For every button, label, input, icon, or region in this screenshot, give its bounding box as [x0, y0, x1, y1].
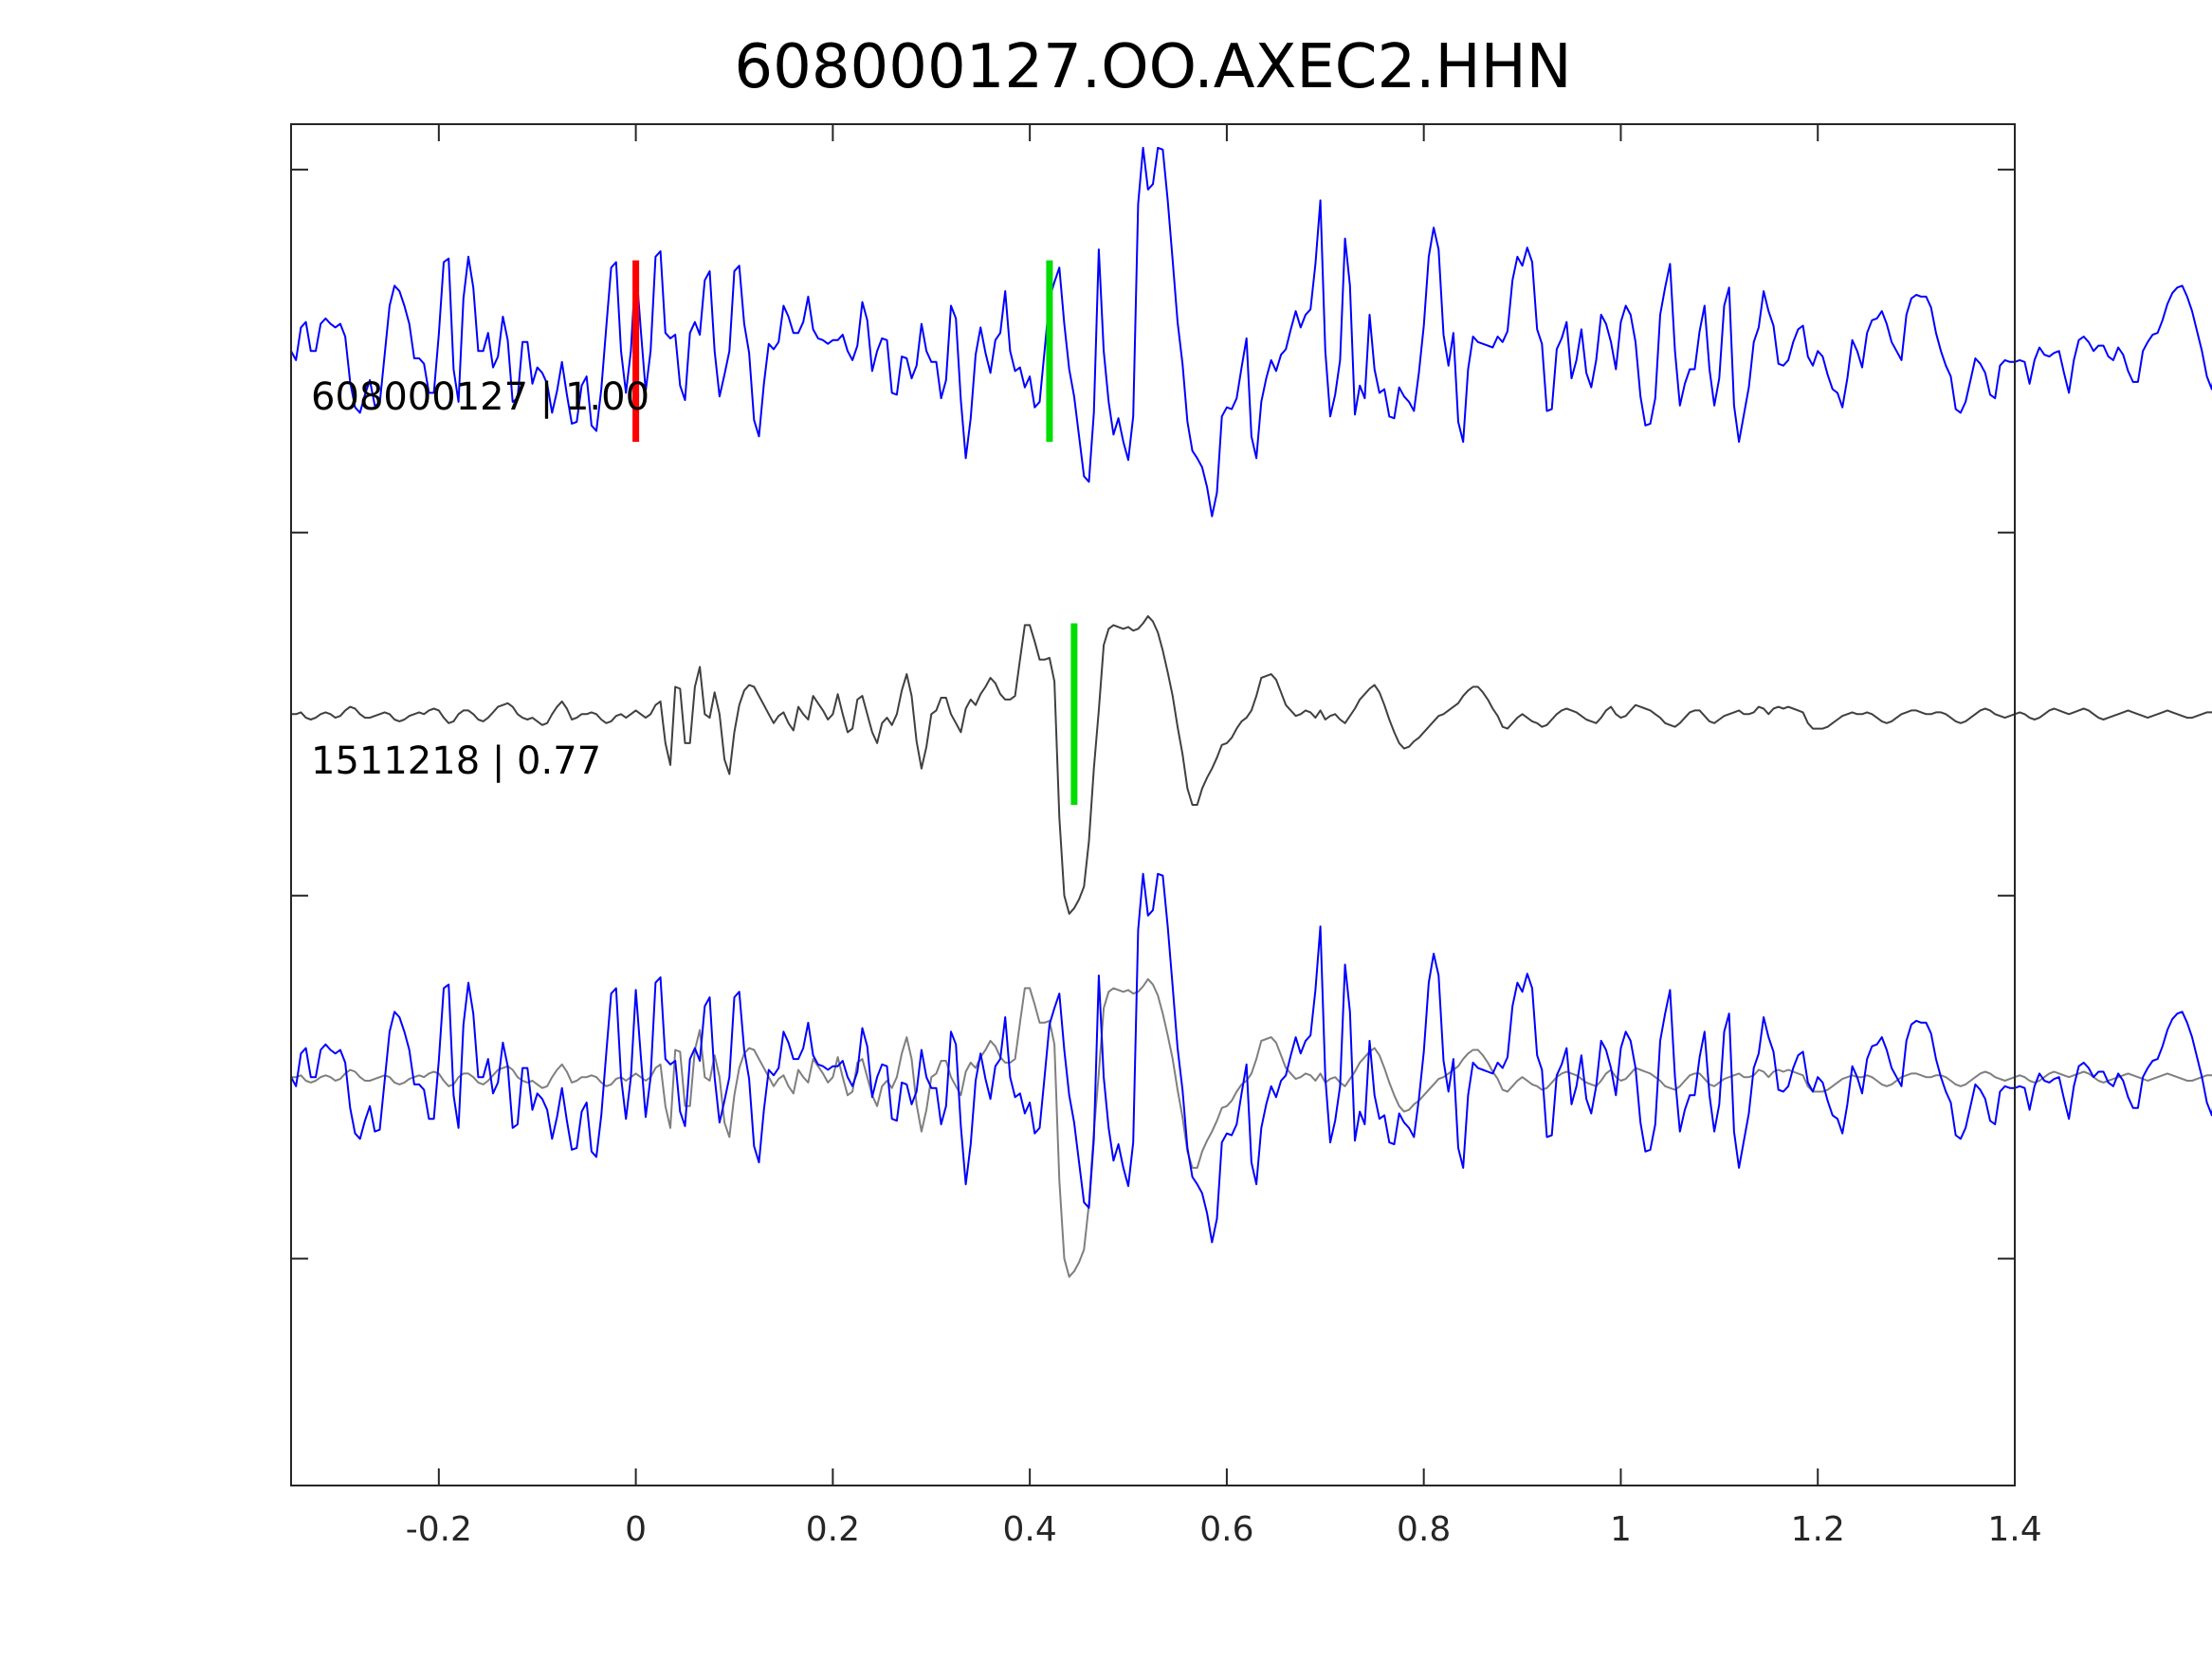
x-tick-label: 1 — [1610, 1510, 1632, 1549]
x-tick-label: 0 — [625, 1510, 647, 1549]
x-tick-label: 0.2 — [806, 1510, 860, 1549]
trace-labels: 608000127 | 1.00 1511218 | 0.77 — [311, 375, 649, 783]
overlay-target-line — [290, 872, 2212, 1244]
x-tick-label: 1.4 — [1987, 1510, 2041, 1549]
x-tick-label: -0.2 — [406, 1510, 472, 1549]
x-tick-label: 0.8 — [1397, 1510, 1451, 1549]
x-tick-label: 0.6 — [1199, 1510, 1253, 1549]
axis-ticks: -0.2 0 0.2 0.4 0.6 0.8 1 1.2 1.4 — [291, 124, 2042, 1549]
trace-label-template: 1511218 | 0.77 — [311, 739, 601, 783]
target-trace-line — [290, 146, 2212, 518]
plot-area — [290, 146, 2212, 1278]
chart-title: 608000127.OO.AXEC2.HHN — [734, 32, 1571, 102]
x-tick-label: 0.4 — [1003, 1510, 1057, 1549]
trace-label-target: 608000127 | 1.00 — [311, 375, 649, 419]
axes-frame — [290, 123, 2016, 1486]
x-tick-label: 1.2 — [1791, 1510, 1845, 1549]
template-trace-line — [291, 614, 2212, 915]
